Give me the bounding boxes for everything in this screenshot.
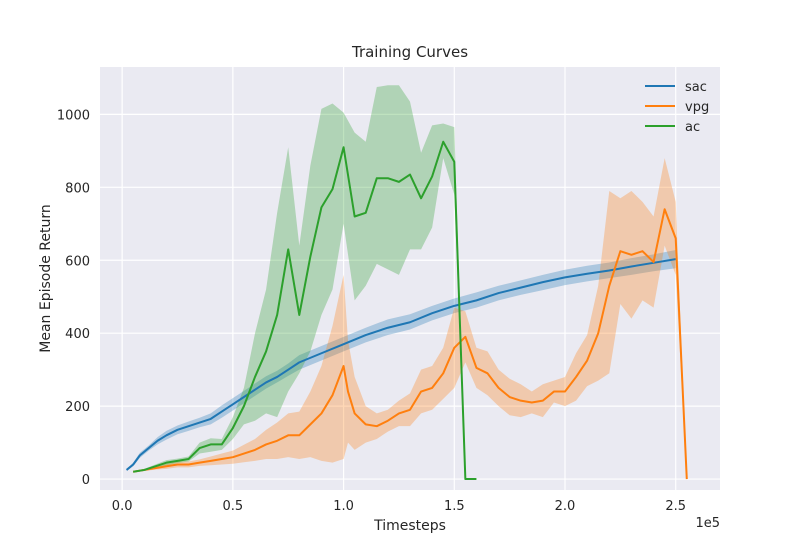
y-tick-label: 0 (82, 473, 90, 488)
plot-background (100, 67, 720, 490)
x-tick-label: 2.0 (555, 499, 576, 514)
x-tick-label: 0.5 (223, 499, 244, 514)
legend-label-sac: sac (685, 80, 707, 95)
x-tick-label: 2.5 (665, 499, 686, 514)
series-line-ac (133, 140, 477, 481)
legend-label-ac: ac (685, 120, 700, 135)
x-tick-label: 1.0 (333, 499, 354, 514)
y-tick-label: 200 (65, 400, 90, 415)
y-tick-label: 800 (65, 181, 90, 196)
x-tick-label: 0.0 (112, 499, 133, 514)
x-axis-label: Timesteps (373, 518, 446, 534)
x-axis-scale-label: 1e5 (695, 516, 720, 531)
y-tick-label: 400 (65, 327, 90, 342)
series-line-sac (125, 258, 676, 471)
tick-layer: 0.0 0.5 1.0 1.5 2.0 2.5 0 200 400 600 800 1000 (57, 108, 686, 514)
y-tick-label: 1000 (57, 108, 90, 123)
legend-label-vpg: vpg (685, 100, 709, 115)
legend: sac vpg ac (645, 80, 709, 135)
chart-title: Training Curves (351, 43, 468, 61)
series-band-vpg (133, 158, 687, 480)
series-band-sac (126, 250, 676, 472)
line-layer (125, 140, 688, 481)
y-axis-label: Mean Episode Return (38, 204, 54, 352)
y-tick-label: 600 (65, 254, 90, 269)
x-tick-label: 1.5 (444, 499, 465, 514)
series-line-vpg (133, 208, 688, 480)
